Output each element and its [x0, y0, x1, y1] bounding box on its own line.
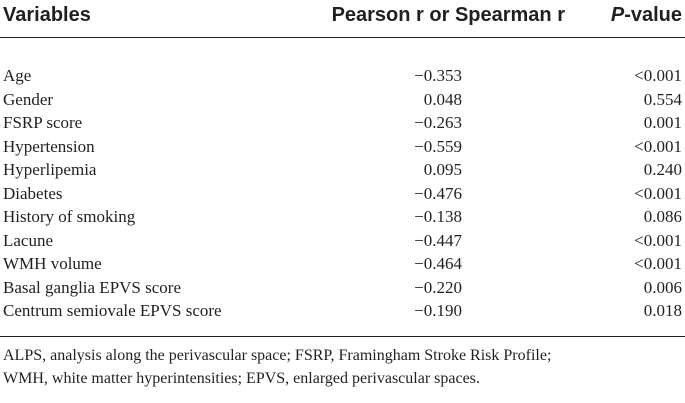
cell-variable: Gender [3, 89, 54, 109]
cell-correlation: −0.476 [414, 183, 462, 203]
cell-correlation: 0.048 [423, 89, 462, 109]
table-footnote: ALPS, analysis along the perivascular sp… [3, 344, 683, 390]
cell-p-value: 0.001 [643, 113, 682, 132]
header-correlation: Pearson r or Spearman r [331, 4, 565, 26]
cell-variable: History of smoking [3, 207, 136, 226]
table-row: Basal ganglia EPVS score −0.220 0.006 [0, 276, 685, 300]
table-row: Gender 0.048 0.554 [0, 88, 685, 112]
cell-correlation: −0.447 [414, 230, 462, 250]
cell-correlation: −0.559 [414, 136, 462, 156]
footnote-line-1: ALPS, analysis along the perivascular sp… [3, 347, 552, 364]
header-rule [0, 37, 685, 38]
cell-correlation: −0.138 [414, 207, 462, 226]
cell-p-value: <0.001 [634, 136, 682, 156]
cell-p-value: 0.006 [643, 277, 682, 297]
cell-variable: Hypertension [3, 136, 95, 156]
cell-variable: Hyperlipemia [3, 160, 97, 179]
cell-p-value: <0.001 [634, 66, 682, 85]
cell-variable: Diabetes [3, 183, 63, 203]
cell-variable: FSRP score [3, 113, 83, 132]
header-p-suffix: -value [624, 4, 682, 26]
header-variables: Variables [3, 4, 91, 26]
table-row: Diabetes −0.476 <0.001 [0, 182, 685, 206]
table-row: Hyperlipemia 0.095 0.240 [0, 158, 685, 182]
cell-p-value: <0.001 [634, 183, 682, 203]
cell-p-value: <0.001 [634, 230, 682, 250]
header-p-value: P-value [611, 2, 682, 28]
cell-variable: WMH volume [3, 254, 102, 273]
table-row: Hypertension −0.559 <0.001 [0, 135, 685, 159]
table-row: FSRP score −0.263 0.001 [0, 111, 685, 135]
table-row: Lacune −0.447 <0.001 [0, 229, 685, 253]
cell-correlation: −0.464 [414, 254, 462, 273]
cell-correlation: −0.353 [414, 66, 462, 85]
table-body: Age −0.353 <0.001 Gender 0.048 0.554 FSRP scor… [0, 64, 685, 323]
cell-p-value: <0.001 [634, 254, 682, 273]
cell-correlation: −0.220 [414, 277, 462, 297]
table-row: WMH volume −0.464 <0.001 [0, 252, 685, 276]
table-row: Centrum semiovale EPVS score −0.190 0.018 [0, 299, 685, 323]
cell-correlation: 0.095 [423, 160, 462, 179]
table-row: Age −0.353 <0.001 [0, 64, 685, 88]
cell-p-value: 0.554 [643, 89, 682, 109]
cell-variable: Basal ganglia EPVS score [3, 277, 181, 297]
cell-correlation: −0.263 [414, 113, 462, 132]
footer-rule [0, 336, 685, 337]
cell-p-value: 0.240 [643, 160, 682, 179]
cell-correlation: −0.190 [414, 301, 462, 320]
cell-p-value: 0.086 [643, 207, 682, 226]
cell-variable: Lacune [3, 230, 54, 250]
cell-p-value: 0.018 [643, 301, 682, 320]
table-header-row: Variables Pearson r or Spearman r P-valu… [0, 0, 685, 33]
table-row: History of smoking −0.138 0.086 [0, 205, 685, 229]
footnote-line-2: WMH, white matter hyperintensities; EPVS… [3, 370, 480, 387]
cell-variable: Age [3, 66, 32, 85]
cell-variable: Centrum semiovale EPVS score [3, 301, 222, 320]
header-p-italic: P [610, 4, 625, 26]
